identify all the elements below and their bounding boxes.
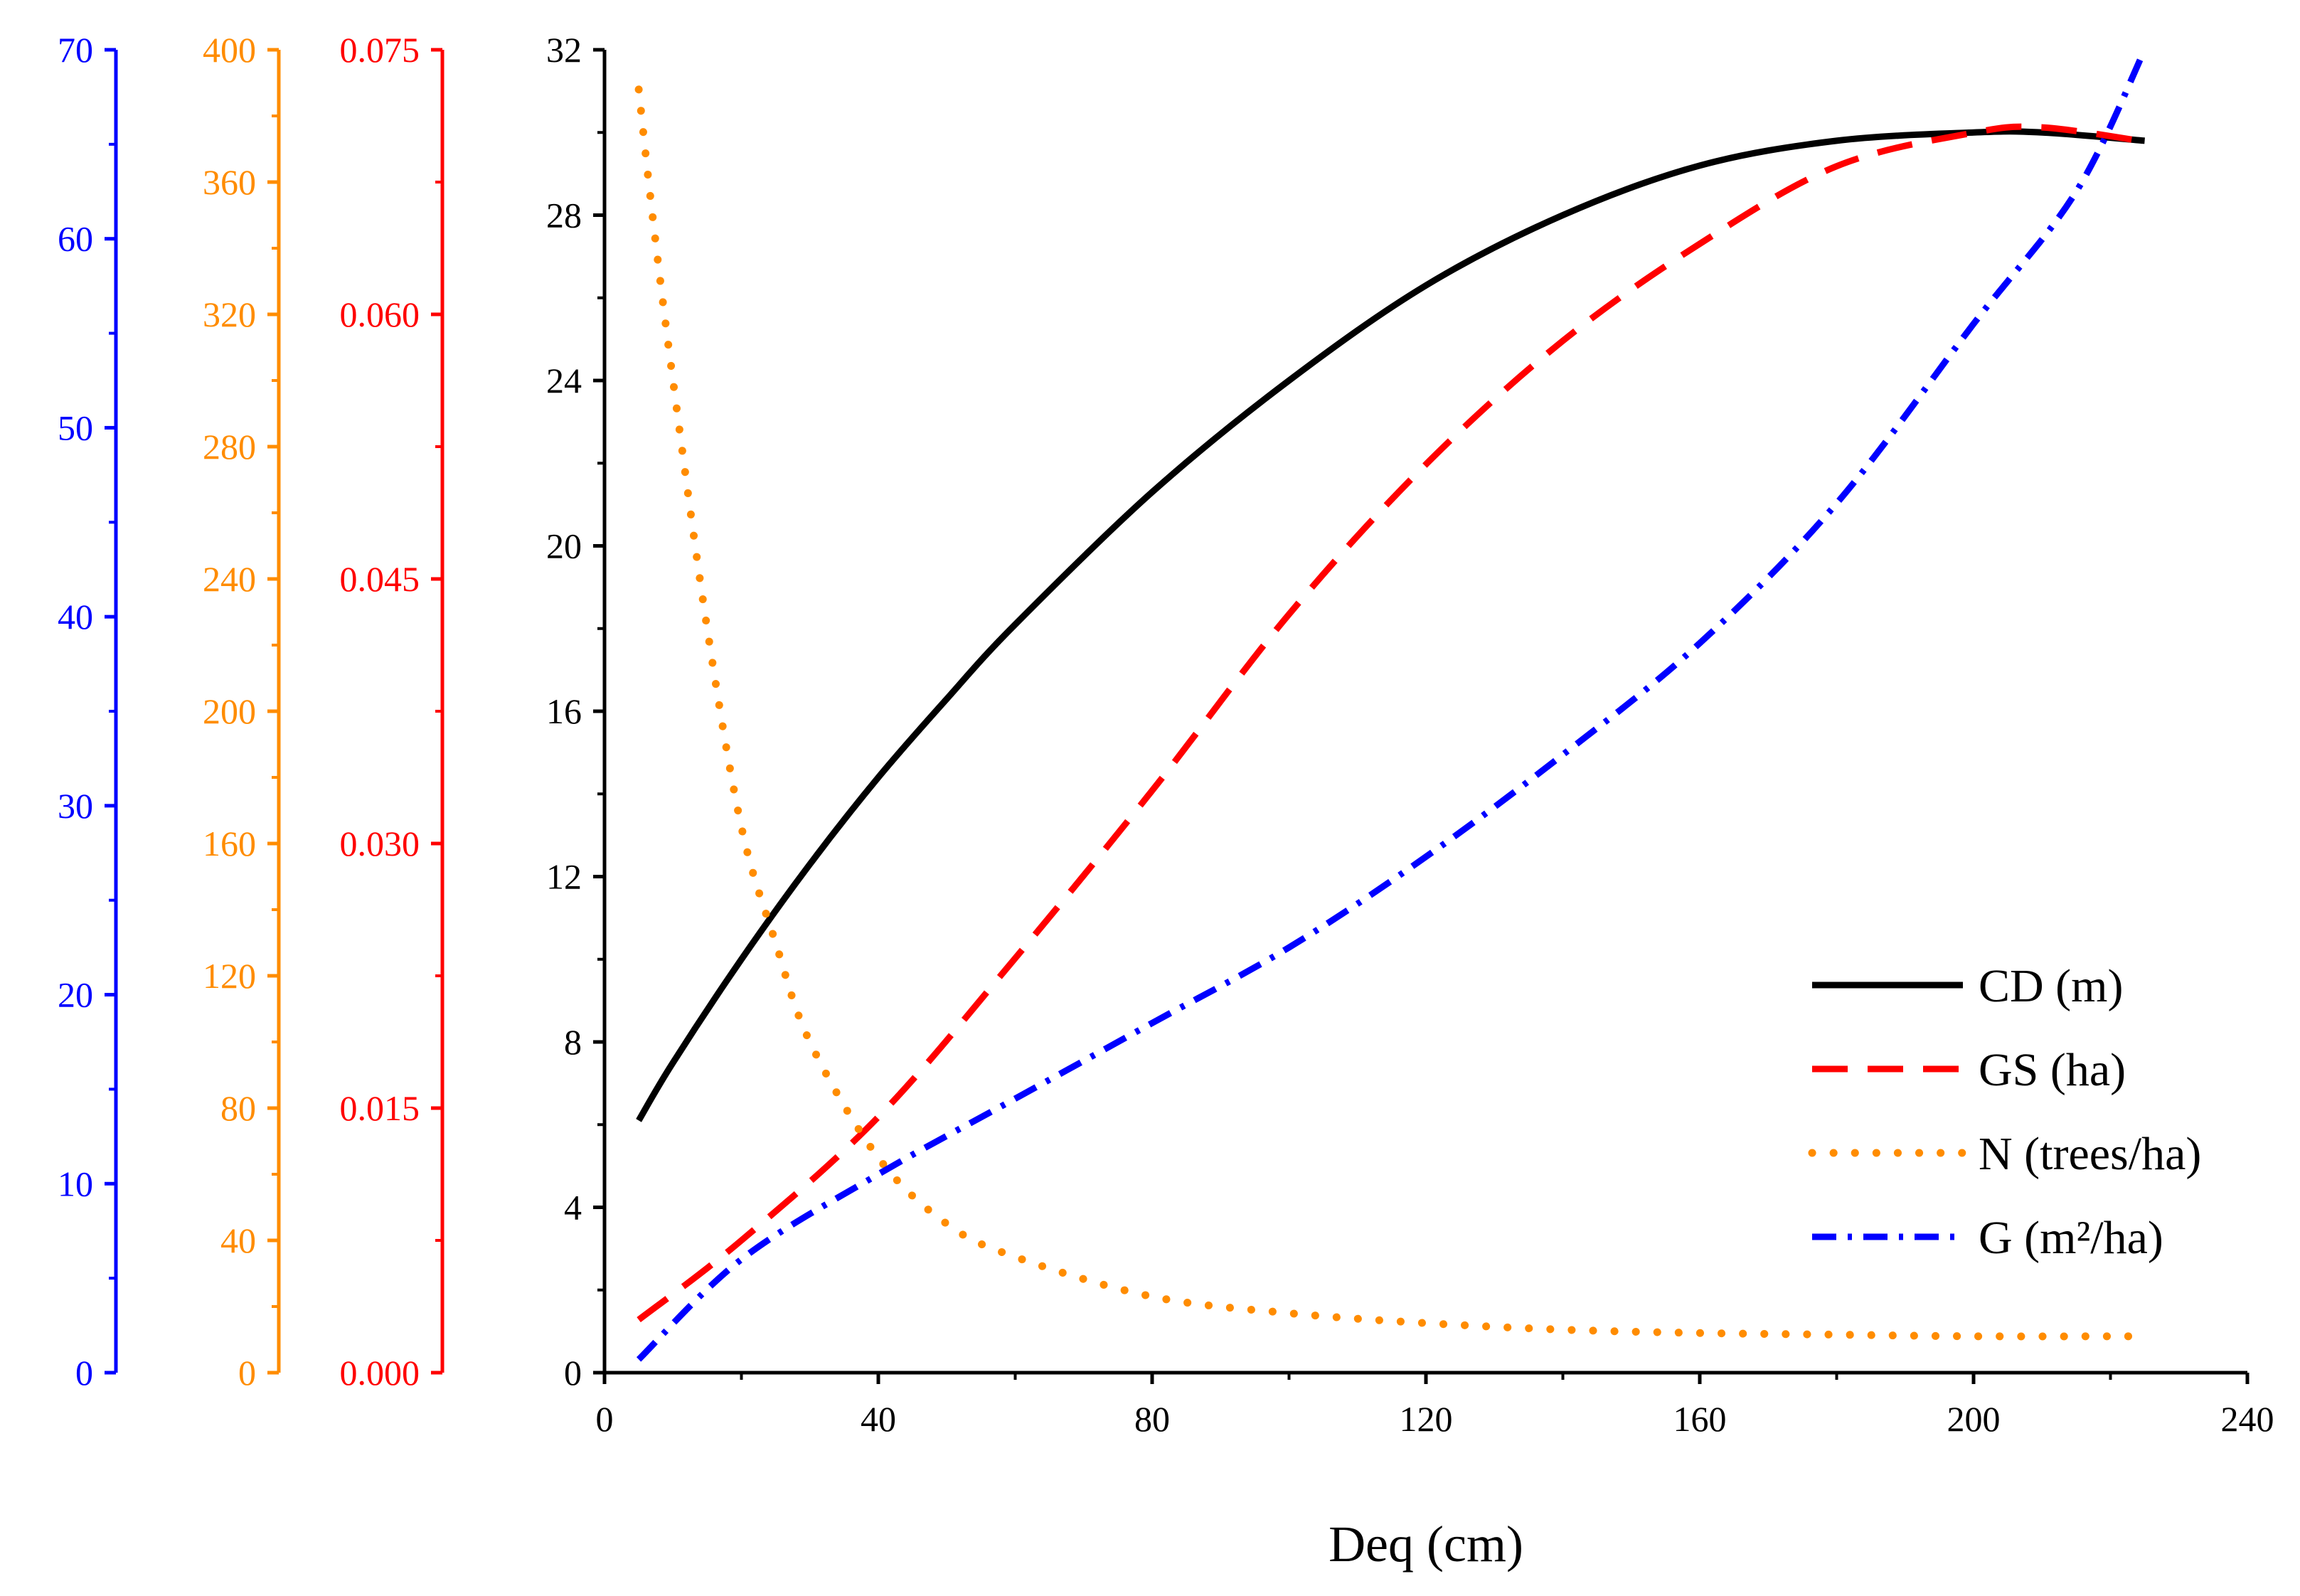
y-tick-label-cd: 4 xyxy=(564,1188,582,1228)
y-tick-label-gs: 0.030 xyxy=(340,824,420,863)
y-tick-label-n: 120 xyxy=(203,956,256,996)
x-tick-label: 160 xyxy=(1673,1399,1727,1439)
y-tick-label-cd: 20 xyxy=(546,526,582,566)
legend-item-cd-m: CD (m) xyxy=(1812,960,2123,1012)
y-axis-n: 0 40 80 120 160 200 240 280 320 360 400 xyxy=(203,30,281,1393)
x-axis-title: Deq (cm) xyxy=(1329,1516,1523,1573)
y-tick-label-n: 200 xyxy=(203,691,256,731)
y-tick-label-cd: 32 xyxy=(546,30,582,70)
y-tick-label-n: 400 xyxy=(203,30,256,70)
y-tick-label-n: 320 xyxy=(203,294,256,334)
y-tick-label-n: 40 xyxy=(220,1220,256,1260)
y-tick-label-n: 240 xyxy=(203,559,256,599)
y-tick-label-g: 20 xyxy=(58,975,93,1015)
legend-label-n-trees-ha: N (trees/ha) xyxy=(1979,1128,2201,1180)
series-line-gs-ha xyxy=(637,123,2146,1323)
y-tick-label-n: 80 xyxy=(220,1088,256,1128)
legend-label-g-m-ha: G (m²/ha) xyxy=(1979,1212,2163,1264)
series-line-n-trees-ha xyxy=(634,85,2149,1341)
y-tick-label-gs: 0.045 xyxy=(340,559,420,599)
y-tick-label-gs: 0.060 xyxy=(340,294,420,334)
x-tick-label: 0 xyxy=(596,1399,614,1439)
y-tick-label-g: 50 xyxy=(58,408,93,447)
x-tick-label: 80 xyxy=(1134,1399,1170,1439)
x-tick-label: 120 xyxy=(1400,1399,1453,1439)
series-line-cd-m xyxy=(636,128,2145,1122)
y-axis-cd: 0 4 8 12 16 20 24 28 32 xyxy=(546,30,607,1393)
legend-label-cd-m: CD (m) xyxy=(1979,960,2123,1012)
x-tick-label: 40 xyxy=(861,1399,896,1439)
legend-item-gs-ha: GS (ha) xyxy=(1812,1044,2126,1096)
y-tick-label-gs: 0.000 xyxy=(340,1353,420,1393)
y-axis-g: 0 10 20 30 40 50 60 70 xyxy=(58,30,118,1393)
legend-label-gs-ha: GS (ha) xyxy=(1979,1044,2126,1096)
y-tick-label-cd: 24 xyxy=(546,361,582,400)
y-tick-label-cd: 12 xyxy=(546,857,582,897)
y-tick-label-n: 0 xyxy=(238,1353,256,1393)
y-tick-label-cd: 28 xyxy=(546,196,582,235)
y-tick-label-g: 70 xyxy=(58,30,93,70)
x-tick-label: 200 xyxy=(1947,1399,2001,1439)
y-tick-label-n: 280 xyxy=(203,427,256,467)
y-tick-label-gs: 0.075 xyxy=(340,30,420,70)
y-tick-label-cd: 0 xyxy=(564,1353,582,1393)
y-tick-label-cd: 16 xyxy=(546,691,582,731)
axes-layer: 0 4 8 12 16 20 24 28 32 0.000 0.015 0.030 0.045 0.060… xyxy=(58,30,2274,1439)
series-line-g-m-ha xyxy=(636,48,2148,1362)
y-tick-label-n: 160 xyxy=(203,824,256,863)
y-tick-label-gs: 0.015 xyxy=(340,1088,420,1128)
x-axis: 0 40 80 120 160 200 240 xyxy=(596,1371,2274,1439)
legend: CD (m) GS (ha) N (trees/ha) G (m²/ha) xyxy=(1808,960,2201,1264)
y-tick-label-g: 10 xyxy=(58,1164,93,1203)
y-axis-gs: 0.000 0.015 0.030 0.045 0.060 0.075 xyxy=(340,30,444,1393)
x-tick-label: 240 xyxy=(2221,1399,2274,1439)
y-tick-label-g: 40 xyxy=(58,597,93,637)
y-tick-label-g: 30 xyxy=(58,786,93,826)
y-tick-label-n: 360 xyxy=(203,162,256,202)
y-tick-label-cd: 8 xyxy=(564,1022,582,1062)
series-layer xyxy=(634,48,2149,1362)
y-tick-label-g: 60 xyxy=(58,219,93,259)
y-tick-label-g: 0 xyxy=(75,1353,93,1393)
legend-item-g-m-ha: G (m²/ha) xyxy=(1812,1212,2163,1264)
legend-item-n-trees-ha: N (trees/ha) xyxy=(1808,1128,2201,1180)
